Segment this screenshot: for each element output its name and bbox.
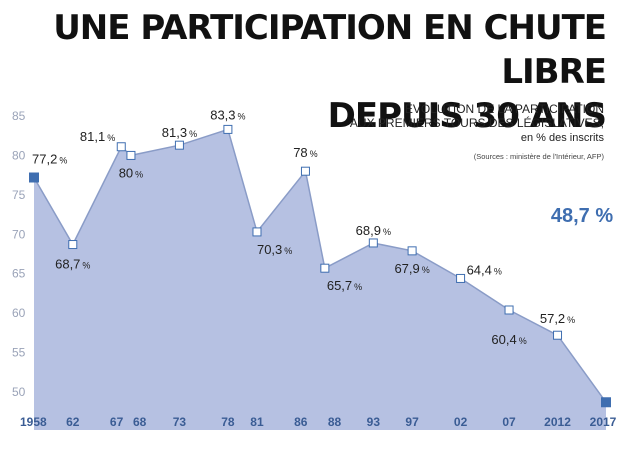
data-point-marker xyxy=(68,240,78,250)
x-tick-label: 88 xyxy=(328,415,342,429)
markers xyxy=(29,124,611,408)
data-point-marker xyxy=(320,263,330,273)
x-tick-label: 93 xyxy=(367,415,381,429)
data-value-label: 80% xyxy=(119,165,143,180)
x-tick-label: 07 xyxy=(502,415,516,429)
y-tick-label: 80 xyxy=(12,148,26,162)
x-tick-label: 81 xyxy=(250,415,264,429)
data-point-marker xyxy=(252,227,262,237)
x-tick-label: 68 xyxy=(133,415,147,429)
x-tick-label: 1958 xyxy=(20,415,47,429)
chart-subtitle: ÉVOLUTION DE LA PARTICIPATION AUX PREMIE… xyxy=(350,102,604,164)
data-value-label: 70,3% xyxy=(257,242,292,257)
x-tick-label: 73 xyxy=(173,415,187,429)
data-value-label: 78% xyxy=(293,145,317,160)
data-value-label: 57,2% xyxy=(540,311,575,326)
data-value-label: 83,3% xyxy=(210,107,245,122)
headline-line-2: DEPUIS 30 ANS xyxy=(327,96,607,136)
data-labels: 77,2 % 68,7 % 81,1 % 80 % 81,3 % 83,3 % 70,3 % 78 % 65,7… xyxy=(32,107,613,347)
x-tick-label: 62 xyxy=(66,415,80,429)
headline-line-1: UNE PARTICIPATION EN CHUTE LIBRE xyxy=(53,8,607,92)
data-point-marker xyxy=(601,397,611,408)
source-note: (Sources : ministère de l'Intérieur, AFP… xyxy=(473,152,604,161)
x-tick-label: 2017 xyxy=(590,415,617,429)
y-tick-label: 85 xyxy=(12,109,26,123)
data-value-label: 65,7% xyxy=(327,278,362,293)
subtitle-line-3: en % des inscrits xyxy=(520,132,604,144)
y-tick-label: 60 xyxy=(12,306,26,320)
x-axis: 1958 62 67 68 73 78 81 86 88 93 97 02 07 2012 2017 xyxy=(20,415,617,429)
x-tick-label: 97 xyxy=(405,415,419,429)
data-point-marker xyxy=(174,140,184,150)
x-tick-label: 67 xyxy=(110,415,124,429)
x-tick-label: 86 xyxy=(294,415,308,429)
data-value-label: 81,1% xyxy=(80,129,115,144)
x-tick-label: 02 xyxy=(454,415,468,429)
data-value-label: 67,9% xyxy=(394,261,429,276)
data-point-marker xyxy=(116,142,126,152)
y-axis: 50 55 60 65 70 75 80 85 xyxy=(12,109,26,399)
data-value-label: 68,7% xyxy=(55,257,90,272)
data-value-label: 64,4% xyxy=(467,262,502,277)
data-point-marker xyxy=(504,305,514,315)
y-tick-label: 50 xyxy=(12,385,26,399)
data-value-label: 77,2% xyxy=(32,152,67,167)
data-value-label: 81,3% xyxy=(162,125,197,140)
subtitle-line-2: AUX PREMIERS TOURS DES LÉGISLATIVES, xyxy=(349,116,604,130)
data-point-marker xyxy=(300,166,310,176)
data-point-marker xyxy=(456,273,466,283)
data-point-marker xyxy=(407,246,417,256)
data-point-marker xyxy=(29,172,39,183)
data-point-marker xyxy=(368,238,378,248)
data-point-marker xyxy=(223,124,233,134)
data-point-marker xyxy=(126,150,136,160)
y-tick-label: 75 xyxy=(12,188,26,202)
x-tick-label: 2012 xyxy=(544,415,571,429)
data-value-label: 68,9% xyxy=(356,223,391,238)
x-tick-label: 78 xyxy=(221,415,235,429)
participation-area xyxy=(34,129,606,430)
headline: UNE PARTICIPATION EN CHUTE LIBRE DEPUIS … xyxy=(0,6,607,138)
subtitle-line-1: ÉVOLUTION DE LA PARTICIPATION xyxy=(404,102,604,116)
y-tick-label: 65 xyxy=(12,267,26,281)
y-tick-label: 55 xyxy=(12,346,26,360)
data-point-marker xyxy=(553,330,563,340)
y-tick-label: 70 xyxy=(12,227,26,241)
final-value-label: 48,7 % xyxy=(551,205,613,227)
data-value-label: 60,4% xyxy=(491,332,526,347)
